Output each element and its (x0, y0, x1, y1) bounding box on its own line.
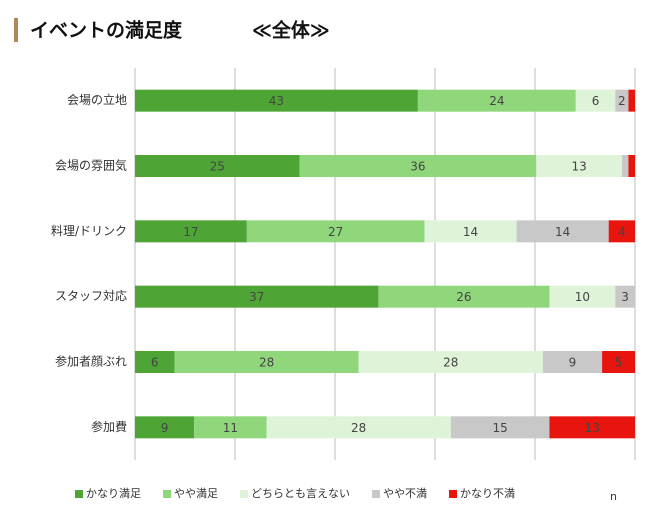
value-label: 2 (618, 94, 626, 108)
value-label: 36 (410, 160, 425, 174)
bar-segment (621, 155, 629, 177)
legend-label: かなり満足 (86, 487, 141, 500)
y-tick-label: 料理/ドリンク (51, 224, 127, 238)
bar-segment (536, 155, 622, 177)
bar-segment (174, 351, 359, 373)
bar-segment (246, 220, 425, 243)
y-tick-label: スタッフ対応 (55, 289, 127, 303)
bar-segment (549, 285, 616, 308)
value-label: 17 (183, 225, 198, 239)
legend-label: かなり不満 (460, 487, 515, 500)
bar-segment (615, 89, 629, 112)
value-label: 10 (575, 290, 590, 304)
y-tick-label: 参加費 (91, 419, 127, 434)
y-tick-label: 会場の雰囲気 (55, 158, 127, 173)
bar-segment (542, 351, 603, 373)
bar-segment (417, 89, 576, 112)
bar-segment (378, 285, 550, 308)
bar-segment (358, 351, 543, 373)
bar-segment (135, 351, 175, 373)
value-label: 15 (492, 421, 507, 435)
y-tick-label: 参加者顔ぶれ (55, 354, 127, 369)
title-accent (14, 18, 18, 42)
bar-segment (299, 155, 537, 177)
value-label: 14 (463, 225, 478, 239)
value-label: 3 (621, 290, 629, 304)
bar-segment (608, 220, 635, 243)
value-label: 11 (223, 421, 238, 435)
value-label: 4 (618, 225, 626, 239)
bar-segment (615, 285, 635, 308)
legend-swatch (449, 490, 457, 498)
value-label: 14 (555, 225, 570, 239)
legend-swatch (240, 490, 248, 498)
legend-label: やや不満 (383, 487, 427, 500)
y-tick-label: 会場の立地 (67, 92, 127, 107)
value-label: 9 (161, 421, 169, 435)
bar-segment (194, 416, 267, 439)
value-label: 28 (351, 421, 366, 435)
bar-segment (135, 89, 418, 112)
bar-segment (516, 220, 609, 243)
bar-segment (549, 416, 635, 439)
bar-segment (628, 89, 635, 112)
legend-label: どちらとも言えない (251, 487, 350, 500)
value-label: 26 (456, 290, 471, 304)
value-label: 9 (569, 356, 577, 370)
n-label: n (610, 490, 617, 503)
value-label: 5 (615, 356, 623, 370)
value-label: 24 (489, 94, 504, 108)
bar-segment (135, 155, 300, 177)
bar-segment (135, 416, 195, 439)
value-label: 27 (328, 225, 343, 239)
legend-swatch (75, 490, 83, 498)
value-label: 6 (592, 94, 600, 108)
bar-segment (135, 220, 247, 243)
value-label: 25 (210, 160, 225, 174)
bar-segment (575, 89, 616, 112)
chart-subtitle: ≪全体≫ (252, 19, 330, 42)
bar-segment (602, 351, 635, 373)
bar-segment (424, 220, 517, 243)
value-label: 28 (259, 356, 274, 370)
bar-segment (450, 416, 550, 439)
legend-swatch (163, 490, 171, 498)
value-label: 28 (443, 356, 458, 370)
value-label: 13 (585, 421, 600, 435)
value-label: 13 (571, 160, 586, 174)
value-label: 43 (269, 94, 284, 108)
bar-segment (628, 155, 635, 177)
bar-segment (135, 285, 379, 308)
legend-label: やや満足 (174, 487, 218, 500)
bar-segment (266, 416, 451, 439)
value-label: 37 (249, 290, 264, 304)
value-label: 6 (151, 356, 159, 370)
legend-swatch (372, 490, 380, 498)
chart-title: イベントの満足度 (30, 19, 183, 42)
